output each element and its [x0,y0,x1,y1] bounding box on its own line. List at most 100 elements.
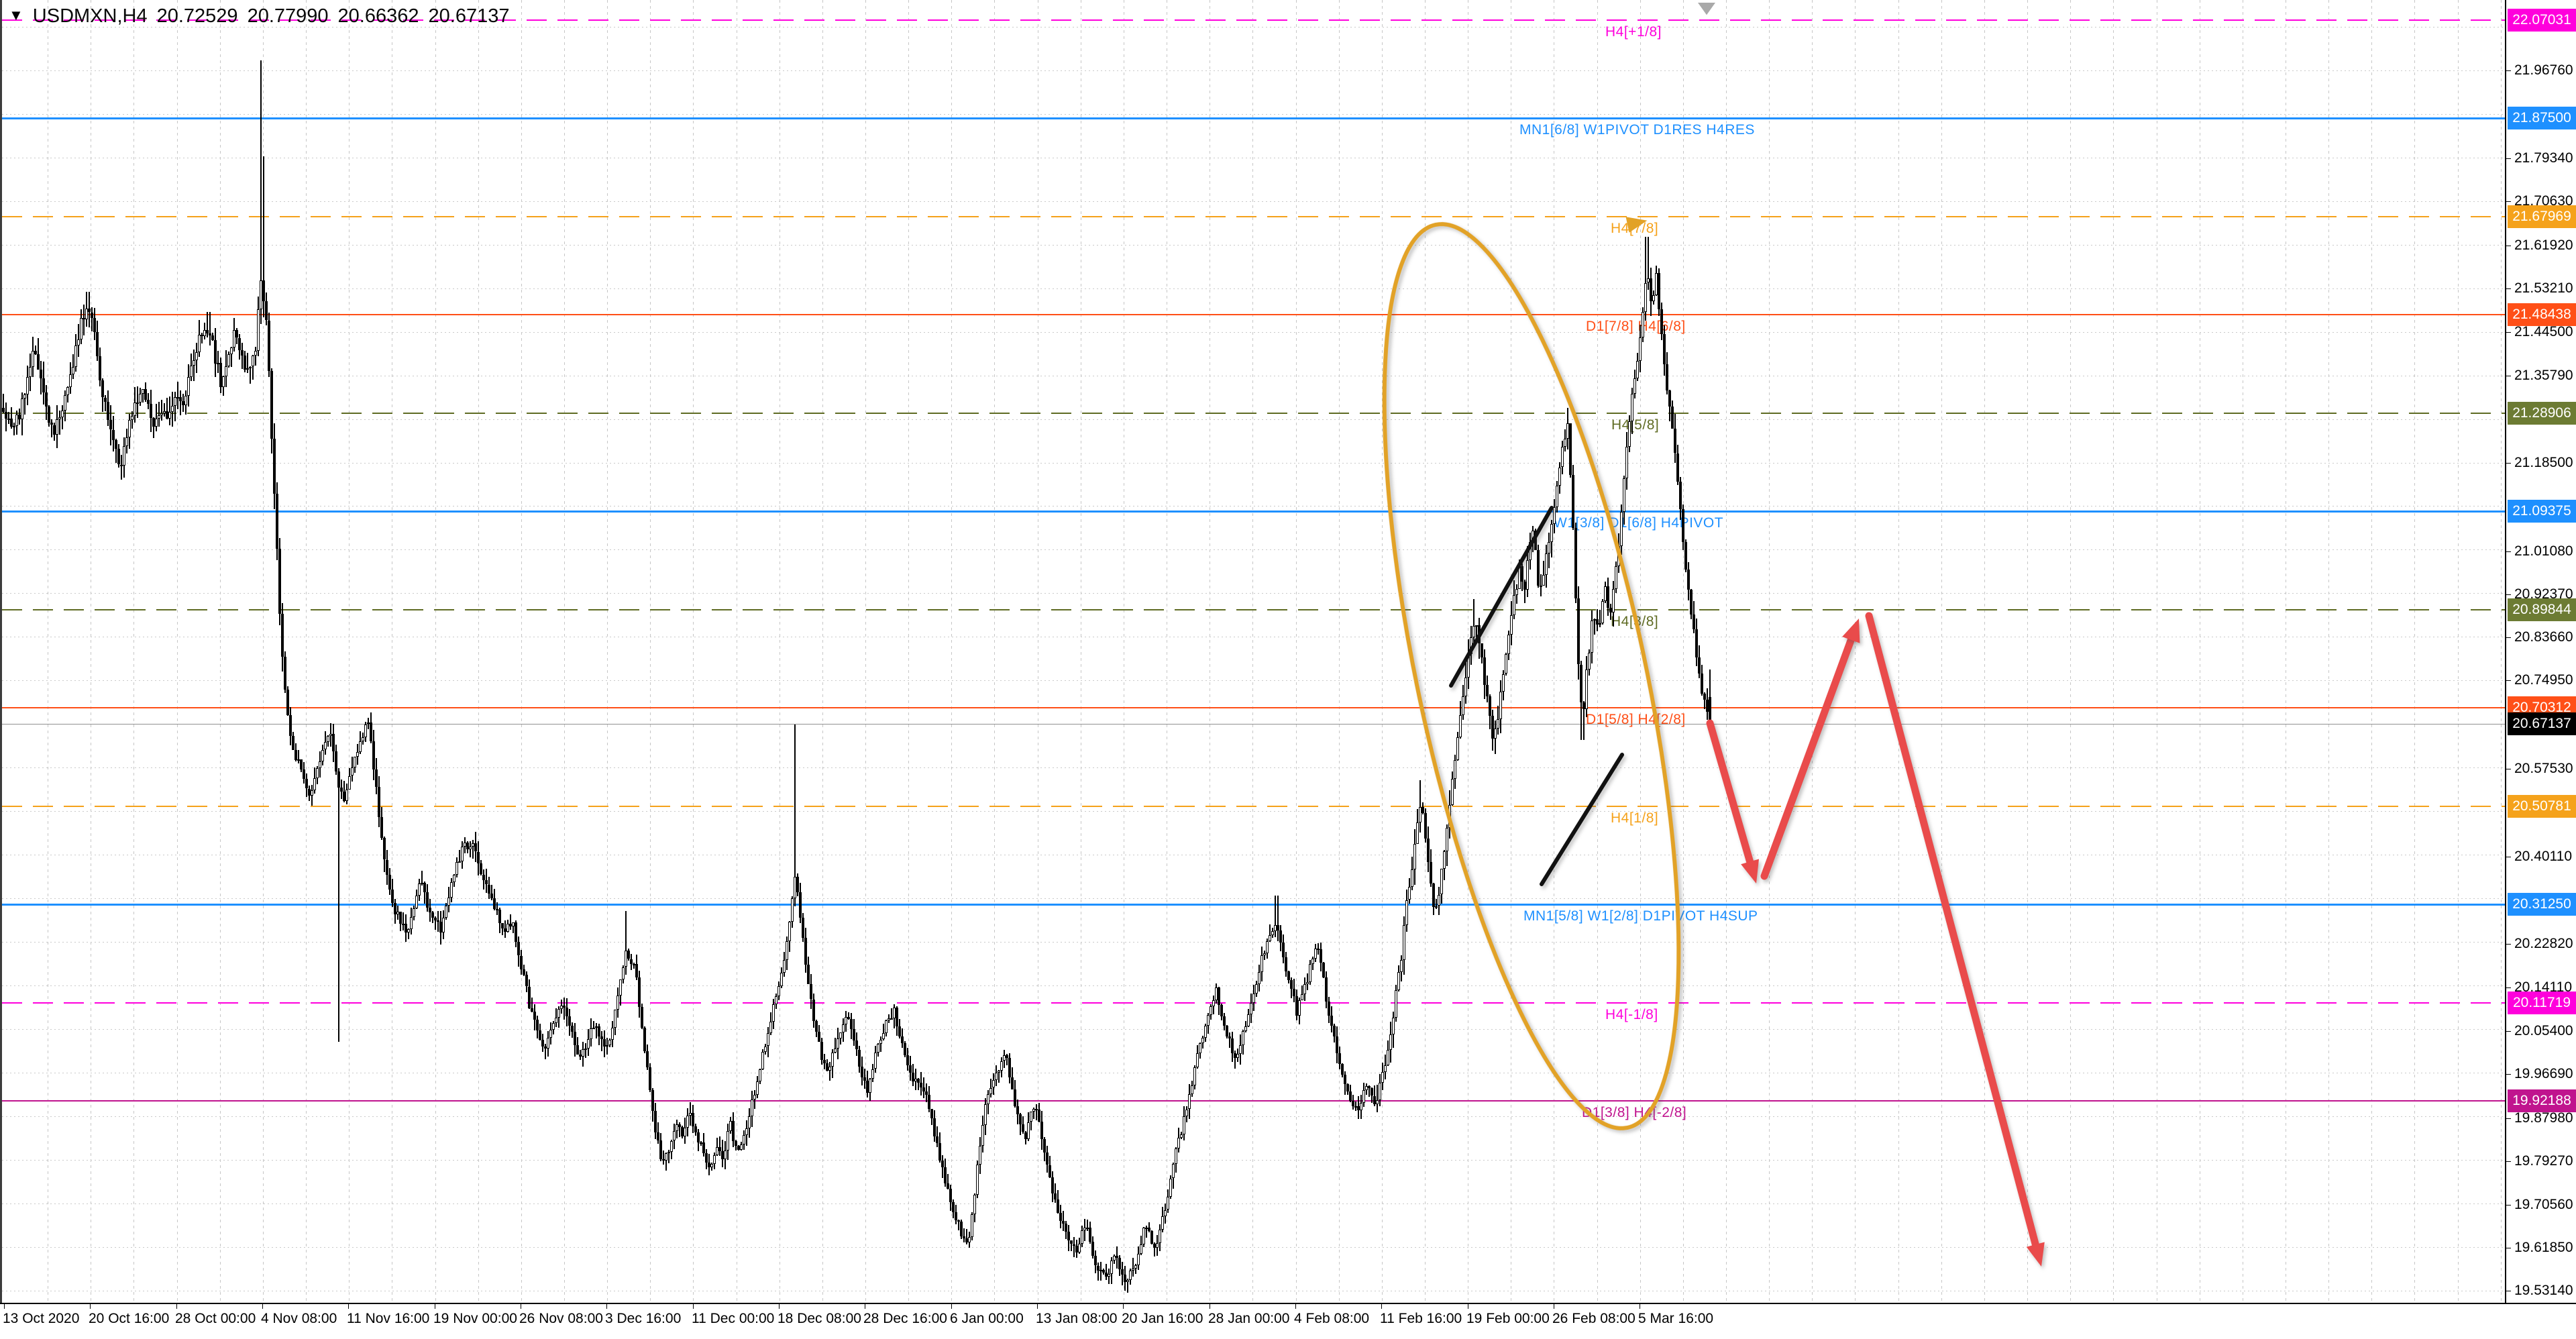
candle-wick [625,910,627,975]
candle-body [1193,1067,1196,1085]
candle-body [1030,1112,1032,1122]
price-level-badge: 21.28906 [2508,402,2576,425]
candle-wick [1033,1108,1034,1119]
forecast-arrowhead-icon[interactable] [1842,619,1860,643]
gridline-horizontal [2,463,2505,464]
forecast-arrowhead-icon[interactable] [2026,1242,2045,1267]
time-tick-mark [606,1304,607,1309]
candle-body [504,928,506,932]
candle-body [1247,1014,1250,1027]
gridline-vertical [693,0,694,1303]
candle-body [1362,1090,1365,1103]
candle-wick [918,1077,919,1091]
time-tick-mark [90,1304,91,1309]
candle-body [1124,1275,1126,1282]
pivot-level-line[interactable] [2,19,2505,21]
candle-body [388,874,391,890]
candle-body [1081,1230,1083,1244]
candle-body [316,768,319,779]
forecast-arrow[interactable] [1865,612,2039,1248]
candle-wick [51,419,52,437]
candle-body [1376,1100,1379,1104]
trendline[interactable] [1449,506,1554,688]
time-tick-mark [1381,1304,1382,1309]
candle-body [641,1006,643,1028]
pivot-level-line[interactable] [2,511,2505,513]
candle-body [1357,1106,1360,1110]
ellipse-arrowhead-icon[interactable] [1625,217,1648,233]
pivot-level-line[interactable] [2,806,2505,807]
candle-body [1244,1026,1247,1032]
pivot-level-line[interactable] [2,904,2505,906]
candle-body [1089,1227,1091,1242]
candle-body [303,769,305,780]
candle-body [732,1120,735,1141]
price-tick-mark [2506,463,2511,464]
candle-body [1078,1244,1081,1253]
gridline-vertical [1295,0,1297,1303]
candle-body [351,767,354,776]
candle-body [1647,278,1650,283]
candle-body [496,908,498,910]
candle-wick [1275,896,1276,938]
drawing-objects-layer[interactable] [2,0,2505,1303]
candle-body [684,1127,686,1137]
candle-body [458,861,461,863]
candle-wick [59,411,60,435]
candle-body [1446,828,1448,852]
candle-body [1588,652,1591,670]
candle-wick [153,417,154,439]
time-tick-mark [779,1304,780,1309]
candle-body [820,1042,823,1060]
candle-body [769,1021,772,1034]
candle-body [1102,1270,1105,1273]
price-axis[interactable]: 21.96760 21.79340 21.70630 21.61920 21.53210… [2505,0,2576,1303]
candle-body [549,1029,552,1038]
candle-body [262,280,265,301]
forecast-arrow[interactable] [1760,636,1855,880]
candle-wick [1307,973,1308,990]
candle-body [1642,311,1644,338]
candle-body [1628,421,1631,447]
forecast-arrowhead-icon[interactable] [1741,859,1760,883]
price-tick-label: 21.70630 [2514,193,2573,209]
candle-body [1140,1244,1142,1254]
price-level-badge: 20.89844 [2508,598,2576,621]
candle-wick [1543,561,1544,586]
candle-body [1631,394,1633,421]
pivot-level-line[interactable] [2,413,2505,414]
candle-body [93,318,96,332]
time-marker-icon[interactable] [1698,3,1715,15]
ohlc-open: 20.72529 [156,5,238,27]
candle-body [662,1159,665,1161]
candle-wick [1419,780,1421,833]
highlight-ellipse[interactable] [1324,201,1739,1152]
symbol-dropdown-icon[interactable]: ▼ [9,7,23,23]
candle-body [1419,807,1421,822]
candle-body [230,347,233,354]
pivot-level-line[interactable] [2,216,2505,217]
candle-body [29,366,32,377]
price-tick-label: 21.18500 [2514,455,2573,470]
pivot-level-line[interactable] [2,117,2505,119]
candle-body [482,874,485,880]
time-axis[interactable]: 13 Oct 2020 20 Oct 16:00 28 Oct 00:00 4 Nov… [0,1303,2576,1339]
candle-body [276,494,278,549]
trendline[interactable] [1540,753,1624,886]
pivot-level-line[interactable] [2,609,2505,610]
candle-body [268,320,270,372]
chart-plot-area[interactable]: H4[+1/8]MN1[6/8] W1PIVOT D1RES H4RESH4[7… [0,0,2505,1303]
candle-body [971,1214,973,1237]
candle-body [917,1078,920,1083]
pivot-level-line[interactable] [2,314,2505,315]
forecast-arrow[interactable] [1706,719,1754,865]
pivot-level-line[interactable] [2,707,2505,708]
candle-wick [91,307,93,332]
candle-body [552,1023,555,1030]
candle-body [1456,737,1459,760]
candle-body [1126,1279,1129,1282]
pivot-level-line[interactable] [2,1100,2505,1102]
candle-body [72,366,74,375]
candle-body [1003,1055,1006,1061]
candle-body [1019,1114,1022,1124]
